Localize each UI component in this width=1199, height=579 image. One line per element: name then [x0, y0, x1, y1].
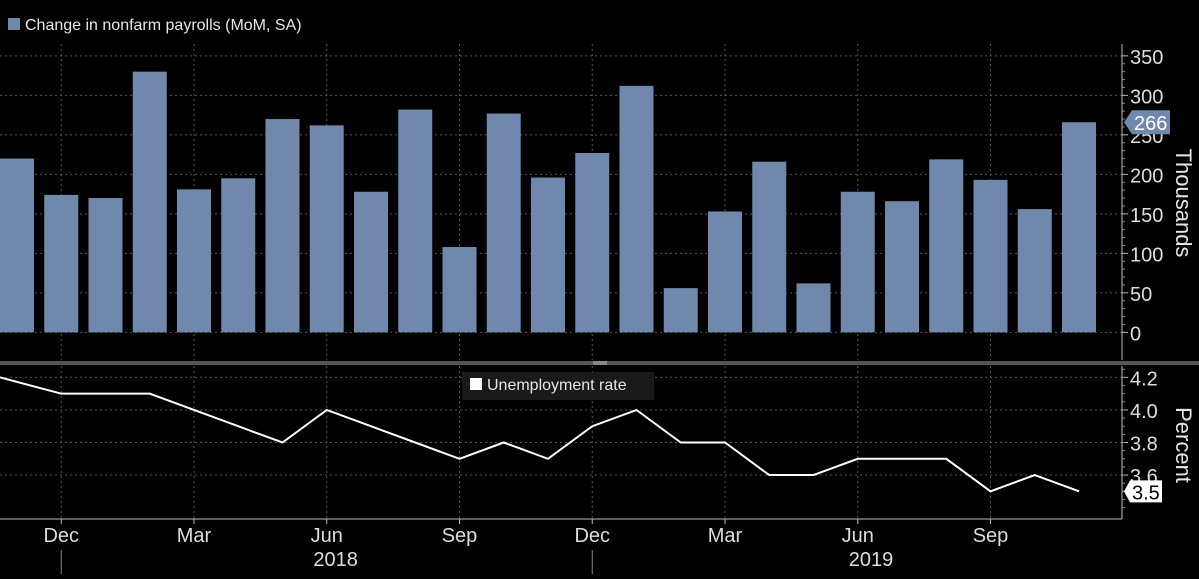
x-axis-month-label: Mar	[708, 525, 743, 547]
payrolls-bar	[708, 211, 742, 333]
unemployment-y-tick-label: 4.0	[1130, 401, 1158, 423]
payrolls-y-tick-label: 350	[1130, 47, 1163, 69]
unemployment-legend-label: Unemployment rate	[487, 377, 627, 394]
payrolls-bar	[221, 178, 256, 333]
payrolls-y-tick-label: 0	[1130, 323, 1141, 345]
payrolls-bar	[619, 85, 654, 333]
payrolls-last-value-label: 266	[1134, 113, 1167, 135]
unemployment-legend-swatch	[470, 378, 482, 390]
payrolls-bar	[575, 153, 610, 333]
payrolls-bar	[88, 198, 123, 333]
payrolls-bar	[663, 288, 698, 333]
unemployment-y-axis: 3.63.84.04.23.5	[1121, 366, 1162, 519]
x-axis-month-label: Sep	[442, 525, 478, 547]
payrolls-bar	[354, 191, 388, 333]
payrolls-bar	[752, 161, 787, 333]
payrolls-bar	[885, 201, 919, 333]
payrolls-bar	[973, 179, 1008, 333]
unemployment-last-value-badge	[1124, 480, 1162, 503]
payrolls-bar	[0, 158, 34, 333]
x-axis-month-label: Jun	[311, 525, 343, 547]
payrolls-bars	[0, 71, 1096, 333]
payrolls-bar	[132, 71, 167, 333]
unemployment-last-value-label: 3.5	[1132, 482, 1160, 504]
payrolls-legend: Change in nonfarm payrolls (MoM, SA)	[8, 17, 302, 34]
payrolls-y-tick-label: 150	[1130, 205, 1163, 227]
payrolls-legend-swatch	[8, 18, 20, 30]
payrolls-bar	[929, 159, 964, 333]
payrolls-bar	[442, 247, 477, 333]
payrolls-bar	[1017, 209, 1052, 333]
payrolls-y-tick-label: 300	[1130, 86, 1163, 108]
payrolls-bar	[486, 113, 521, 333]
payrolls-bar	[265, 119, 300, 333]
unemployment-y-tick-label: 4.2	[1130, 368, 1158, 390]
payrolls-bar	[309, 125, 344, 333]
payrolls-legend-label: Change in nonfarm payrolls (MoM, SA)	[25, 17, 302, 34]
x-axis-month-label: Dec	[574, 525, 610, 547]
x-axis-year-label: 2019	[849, 549, 894, 571]
payrolls-bar	[796, 283, 831, 333]
payrolls-bar	[398, 109, 433, 333]
x-axis-month-label: Jun	[842, 525, 874, 547]
unemployment-y-axis-title: Percent	[1171, 407, 1196, 483]
x-axis-month-label: Dec	[43, 525, 79, 547]
unemployment-y-tick-label: 3.8	[1130, 434, 1158, 456]
unemployment-gridlines	[0, 366, 1122, 519]
x-axis-month-label: Sep	[973, 525, 1009, 547]
payrolls-bar	[177, 189, 211, 333]
payrolls-bar	[531, 177, 565, 333]
x-axis: Dec Mar Jun Sep Dec Mar Jun Sep 2018 2019	[0, 518, 1122, 574]
x-axis-year-label: 2018	[313, 549, 358, 571]
unemployment-legend: Unemployment rate	[462, 372, 654, 400]
payrolls-y-axis-title: Thousands	[1171, 149, 1196, 258]
payrolls-bar	[1062, 122, 1096, 333]
payrolls-bar	[44, 194, 79, 333]
unemployment-series-line	[0, 376, 1080, 493]
payrolls-y-tick-label: 50	[1130, 284, 1152, 306]
payrolls-last-value-badge	[1124, 110, 1170, 135]
unemployment-line	[0, 376, 1080, 493]
payrolls-bar	[840, 191, 875, 333]
panel-resize-handle[interactable]	[593, 361, 607, 365]
payrolls-y-tick-label: 200	[1130, 165, 1163, 187]
x-axis-month-label: Mar	[177, 525, 212, 547]
unemployment-legend-box	[462, 372, 654, 400]
payrolls-y-tick-label: 100	[1130, 244, 1163, 266]
